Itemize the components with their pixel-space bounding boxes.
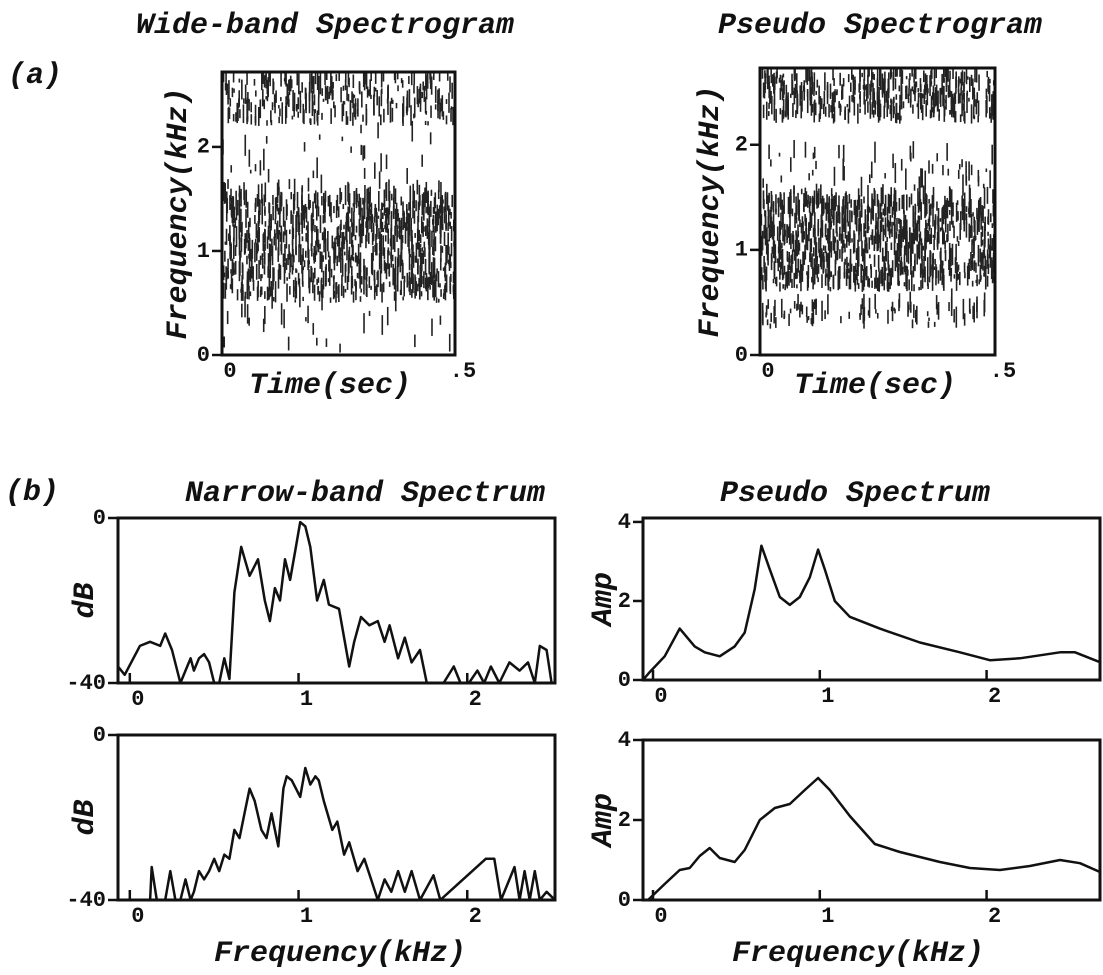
y-axis-label: Frequency(kHz) — [694, 85, 728, 337]
y-tick-label: 0 — [618, 668, 631, 693]
x-axis-label: Frequency(kHz) — [732, 937, 984, 971]
plot-frame — [220, 70, 457, 357]
x-tick-label: 1 — [300, 687, 313, 712]
plot-frame — [641, 738, 1102, 902]
spectrogram-texture — [221, 72, 456, 353]
y-tick-label: 0 — [618, 888, 631, 913]
plot-frame — [641, 516, 1102, 682]
x-tick-label: .5 — [450, 359, 476, 384]
chart-title: Pseudo Spectrum — [720, 477, 990, 511]
spectrogram-texture — [759, 68, 996, 329]
x-tick-label: 2 — [469, 687, 482, 712]
y-tick-label: 1 — [735, 238, 748, 263]
y-tick-label: 0 — [197, 343, 210, 368]
y-tick-label: 2 — [735, 133, 748, 158]
y-tick-label: -40 — [66, 671, 106, 696]
x-tick-label: 2 — [469, 904, 482, 929]
y-axis-label: Frequency(kHz) — [162, 87, 196, 339]
x-tick-label: 1 — [300, 904, 313, 929]
chart-title: Narrow-band Spectrum — [185, 477, 545, 511]
chart-title: Wide-band Spectrogram — [136, 9, 514, 43]
x-axis-label: Frequency(kHz) — [214, 937, 466, 971]
y-axis-label: Amp — [587, 793, 621, 849]
y-tick-label: 2 — [618, 589, 631, 614]
plot-frame — [758, 66, 997, 357]
y-axis-label: dB — [69, 582, 103, 618]
plot-frame — [116, 516, 557, 685]
x-tick-label: 0 — [761, 359, 774, 384]
spectrum-line — [647, 776, 1101, 901]
y-tick-label: -40 — [66, 888, 106, 913]
chart-title: Pseudo Spectrogram — [718, 9, 1042, 43]
x-axis-label: Time(sec) — [794, 369, 956, 403]
spectrum-line — [118, 766, 556, 902]
x-tick-label: 0 — [131, 687, 144, 712]
x-tick-label: 0 — [131, 904, 144, 929]
x-tick-label: 0 — [654, 684, 667, 709]
x-tick-label: 0 — [223, 359, 236, 384]
y-axis-label: Amp — [587, 572, 621, 628]
y-tick-label: 0 — [93, 506, 106, 531]
x-tick-label: .5 — [990, 359, 1016, 384]
x-axis-label: Time(sec) — [249, 369, 411, 403]
y-tick-label: 4 — [618, 728, 631, 753]
y-tick-label: 0 — [93, 723, 106, 748]
y-axis-label: dB — [69, 799, 103, 835]
spectrum-line — [117, 520, 553, 685]
plot-frame — [116, 733, 557, 902]
x-tick-label: 0 — [654, 904, 667, 929]
y-tick-label: 1 — [197, 239, 210, 264]
x-tick-label: 1 — [821, 684, 834, 709]
x-tick-label: 2 — [988, 684, 1001, 709]
panel-label: (b) — [5, 476, 59, 510]
x-tick-label: 1 — [821, 904, 834, 929]
y-tick-label: 2 — [618, 808, 631, 833]
x-tick-label: 2 — [988, 904, 1001, 929]
panel-label: (a) — [8, 59, 62, 93]
y-tick-label: 0 — [735, 343, 748, 368]
y-tick-label: 2 — [197, 135, 210, 160]
spectrum-line — [642, 544, 1101, 681]
y-tick-label: 4 — [618, 510, 631, 535]
